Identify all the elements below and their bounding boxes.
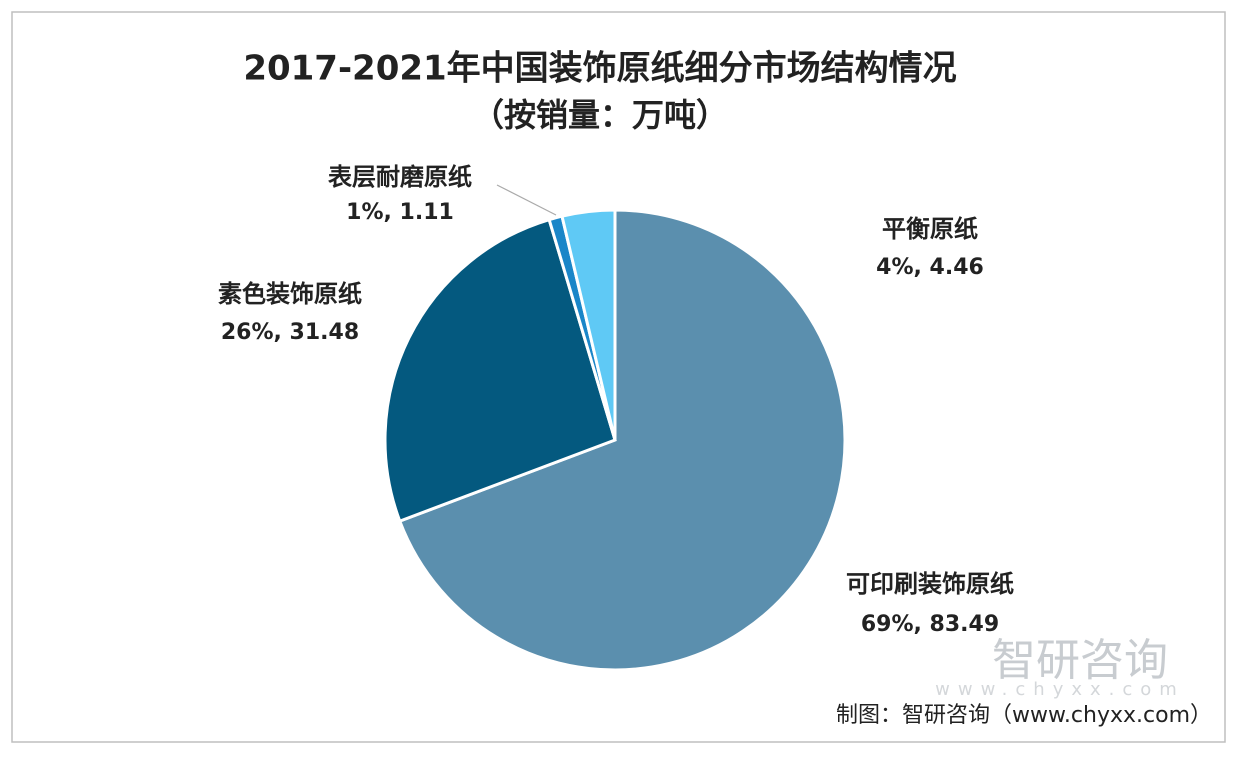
leader-line (496, 184, 557, 216)
chart-subtitle: （按销量：万吨） (472, 96, 728, 134)
pie-slice (560, 208, 617, 441)
slice-label: 可印刷装饰原纸 (846, 570, 1014, 598)
slice-value-label: 26%, 31.48 (221, 320, 359, 345)
pie (383, 208, 847, 672)
chart-title: 2017-2021年中国装饰原纸细分市场结构情况 (243, 49, 956, 89)
slice-value-label: 69%, 83.49 (861, 612, 999, 637)
source-note: 制图：智研咨询（www.chyxx.com） (836, 703, 1212, 728)
slice-label: 平衡原纸 (882, 215, 978, 243)
pie-slice (397, 208, 847, 672)
slice-label: 表层耐磨原纸 (328, 163, 472, 191)
watermark: 智研咨询 (992, 635, 1168, 686)
slice-label: 素色装饰原纸 (218, 280, 362, 308)
slice-value-label: 1%, 1.11 (346, 200, 454, 225)
slice-value-label: 4%, 4.46 (876, 255, 984, 280)
watermark-url: www.chyxx.com (935, 679, 1185, 700)
pie-slice (383, 217, 617, 524)
